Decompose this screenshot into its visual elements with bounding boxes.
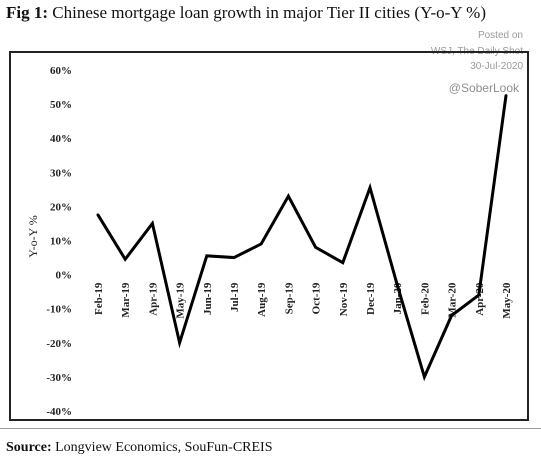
x-tick-label: Feb-20 <box>419 282 431 315</box>
x-tick-label: Nov-19 <box>338 282 350 316</box>
data-point <box>287 194 290 198</box>
x-tick-label: Apr-20 <box>474 282 486 316</box>
watermark-handle: @SoberLook <box>448 81 519 95</box>
data-point <box>178 341 181 344</box>
y-tick-label: 30% <box>50 167 72 179</box>
y-tick-label: 10% <box>50 236 72 248</box>
x-tick-label: Jul-19 <box>229 282 241 312</box>
y-tick-label: -30% <box>46 372 72 384</box>
data-point <box>260 242 263 246</box>
data-point <box>151 222 154 225</box>
y-tick-label: 50% <box>50 99 72 111</box>
y-tick-label: 40% <box>50 133 72 145</box>
data-point <box>314 246 317 249</box>
x-tick-label: Apr-19 <box>147 282 159 316</box>
x-tick-label: Feb-19 <box>93 282 105 315</box>
x-tick-label: Jan-20 <box>392 282 404 314</box>
x-tick-label: Jun-19 <box>202 282 214 315</box>
data-point <box>504 94 508 97</box>
figure-title-text: Chinese mortgage loan growth in major Ti… <box>52 3 487 22</box>
chart-frame <box>9 51 529 421</box>
figure-title-label: Fig 1: <box>6 3 49 22</box>
data-point <box>477 293 480 297</box>
data-point <box>368 186 372 189</box>
watermark-posted-on: Posted on <box>477 30 523 41</box>
x-tick-label: Mar-19 <box>120 282 132 318</box>
divider <box>0 428 541 429</box>
data-point <box>96 213 100 217</box>
data-point <box>423 375 426 379</box>
source-label: Source: <box>6 440 52 455</box>
y-tick-label: -20% <box>46 338 72 350</box>
source-note: Source: Longview Economics, SouFun-CREIS <box>6 440 273 456</box>
source-text: Longview Economics, SouFun-CREIS <box>55 440 273 455</box>
data-point <box>232 256 236 259</box>
x-tick-label: May-19 <box>175 282 187 319</box>
x-tick-label: Oct-19 <box>311 282 323 314</box>
figure-title: Fig 1: Chinese mortgage loan growth in m… <box>6 3 486 23</box>
data-point <box>124 258 127 261</box>
data-point <box>341 261 344 264</box>
y-axis-title: Y-o-Y % <box>26 215 40 258</box>
y-tick-label: -40% <box>46 406 72 418</box>
x-tick-label: May-20 <box>501 282 513 319</box>
x-tick-label: Sep-19 <box>283 282 295 314</box>
data-point <box>396 283 399 287</box>
x-tick-label: Aug-19 <box>256 282 268 317</box>
data-point <box>205 254 208 258</box>
series-line <box>96 94 508 382</box>
y-tick-label: 60% <box>50 65 72 77</box>
x-tick-label: Dec-19 <box>365 282 377 315</box>
y-tick-label: -10% <box>46 304 72 316</box>
y-tick-label: 20% <box>50 201 72 213</box>
data-point <box>450 314 453 317</box>
watermark-date: 30-Jul-2020 <box>470 61 523 72</box>
y-tick-label: 0% <box>56 270 73 282</box>
x-tick-label: Mar-20 <box>447 282 459 318</box>
